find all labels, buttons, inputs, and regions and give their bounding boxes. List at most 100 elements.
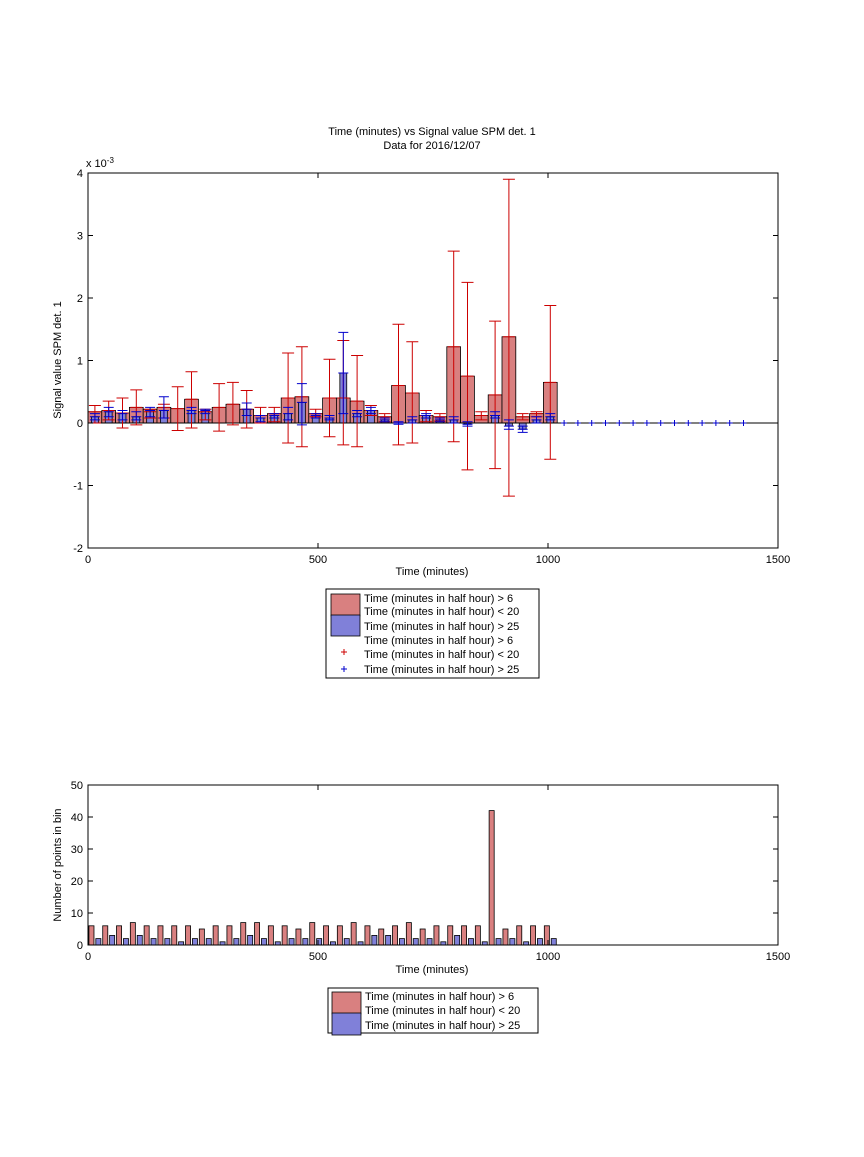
signal-chart-marks (87, 178, 778, 497)
count-chart-marks (88, 810, 557, 946)
count-red-bar (226, 925, 233, 946)
blue-plus-marker (574, 420, 581, 426)
blue-error-bar (296, 383, 307, 426)
count-blue-bar (550, 938, 557, 946)
count-chart-legend: Time (minutes in half hour) > 6 Time (mi… (327, 987, 539, 1036)
red-error-bar (461, 281, 474, 471)
count-red-bar (392, 925, 398, 946)
blue-error-bar (503, 419, 514, 430)
signal-chart: Time (minutes) vs Signal value SPM det. … (52, 126, 790, 679)
count-red-bar (447, 925, 454, 946)
count-chart-axes-box (87, 784, 779, 946)
count-red-bar (530, 925, 536, 946)
count-blue-bar (343, 938, 350, 946)
count-y-tick-label: 10 (71, 908, 83, 920)
legend-marker-blue (341, 666, 347, 672)
blue-error-bar (379, 417, 390, 423)
red-error-bar (544, 305, 557, 460)
red-error-bar (351, 355, 364, 448)
blue-error-bar (434, 417, 445, 423)
count-red-bar (350, 922, 357, 946)
count-legend-swatch-blue (331, 1012, 362, 1036)
count-red-bar (433, 925, 440, 946)
count-red-bar (323, 925, 329, 946)
red-error-bar (502, 178, 515, 497)
blue-plus-marker (657, 420, 664, 426)
blue-error-bar (462, 421, 473, 427)
count-y-tick-label: 40 (71, 812, 83, 824)
count-blue-bar (150, 938, 157, 946)
legend-entry-5: Time (minutes in half hour) < 20 (364, 649, 519, 661)
legend-entry-1: Time (minutes in half hour) > 6 (364, 593, 513, 605)
count-x-tick-label: 1000 (536, 951, 560, 963)
y-exponent-label: x 10-3 (86, 156, 114, 170)
count-legend-entry-1: Time (minutes in half hour) > 6 (365, 991, 514, 1003)
count-y-tick-label: 50 (71, 780, 83, 792)
blue-error-bar (448, 416, 459, 424)
count-red-bar (88, 925, 95, 946)
count-red-bar (129, 922, 136, 946)
count-blue-bar (412, 938, 419, 946)
signal-chart-axes-box (87, 172, 779, 549)
blue-error-bar (103, 406, 114, 418)
count-red-bar (254, 922, 260, 946)
blue-plus-marker (740, 420, 747, 426)
count-red-bar (240, 922, 247, 946)
blue-error-bar (545, 413, 556, 421)
blue-error-bar (310, 413, 321, 419)
y-exponent-base: x 10 (86, 158, 107, 170)
blue-error-bar (490, 411, 501, 419)
legend-entry-4: Time (minutes in half hour) > 6 (364, 635, 513, 647)
legend-marker-red (341, 649, 347, 655)
signal-x-tick-label: 500 (309, 554, 327, 566)
count-red-bar (116, 925, 122, 946)
blue-error-bar (158, 396, 169, 419)
count-red-bar (502, 928, 509, 946)
blue-error-bar (241, 402, 252, 416)
count-y-tick-label: 0 (77, 940, 83, 952)
count-red-bar (474, 925, 481, 946)
chart-title: Time (minutes) vs Signal value SPM det. … (328, 126, 535, 138)
count-blue-bar (426, 938, 433, 946)
signal-y-tick-label: 2 (77, 293, 83, 305)
count-blue-bar (399, 938, 405, 946)
count-red-bar (212, 925, 219, 946)
count-red-bar (143, 925, 150, 946)
legend-swatch-blue (330, 614, 361, 637)
red-error-bar (213, 383, 226, 432)
count-x-tick-label: 0 (85, 951, 91, 963)
count-legend-swatch-red (331, 991, 362, 1015)
count-red-bar (419, 928, 426, 946)
count-blue-bar (192, 938, 198, 946)
signal-y-tick-label: 3 (77, 231, 83, 243)
blue-error-bar (117, 410, 128, 421)
blue-plus-marker (643, 420, 650, 426)
blue-error-bar (255, 415, 266, 423)
count-blue-bar (468, 938, 474, 946)
count-blue-bar (205, 938, 212, 946)
legend-swatch-red (330, 593, 361, 617)
blue-error-bar (517, 425, 528, 433)
blue-error-bar (89, 413, 100, 421)
red-error-bar (226, 381, 239, 426)
count-blue-bar (537, 938, 543, 946)
count-blue-bar (288, 938, 295, 946)
count-red-bar (461, 925, 467, 946)
blue-plus-marker (561, 420, 568, 426)
count-red-bar (281, 925, 288, 946)
signal-chart-ticks: 0 500 1000 1500 -2 -1 0 1 2 3 4 (73, 168, 790, 566)
y-exponent-power: -3 (107, 156, 115, 165)
count-red-bar (543, 925, 550, 946)
signal-x-tick-label: 1500 (766, 554, 790, 566)
x-axis-label: Time (minutes) (396, 566, 469, 578)
count-red-bar (185, 925, 191, 946)
count-x-tick-label: 500 (309, 951, 327, 963)
y-axis-label: Signal value SPM det. 1 (52, 301, 64, 418)
blue-error-bar (352, 410, 363, 418)
count-blue-bar (385, 935, 392, 946)
count-blue-bar (109, 935, 116, 946)
count-red-bar (295, 928, 302, 946)
blue-plus-marker (630, 420, 637, 426)
